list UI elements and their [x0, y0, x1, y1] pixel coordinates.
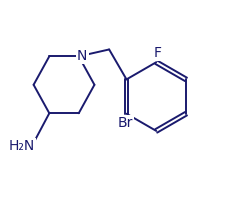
Text: H₂N: H₂N [9, 139, 35, 153]
Text: N: N [77, 49, 88, 63]
Text: Br: Br [118, 116, 133, 130]
Text: F: F [153, 46, 161, 60]
